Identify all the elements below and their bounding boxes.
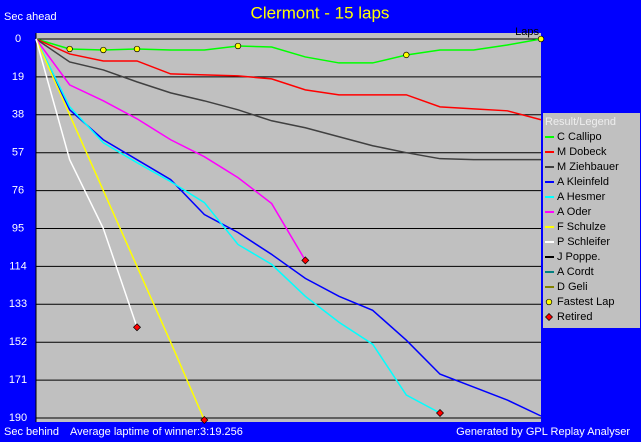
y-tick-label: 171 [9,374,27,386]
footer-left: Average laptime of winner:3:19.256 [70,426,243,438]
marker [133,45,141,53]
y-tick-label: 76 [12,185,24,197]
y-tick-label: 133 [9,298,27,310]
series-line [35,38,138,328]
x-label: Laps [515,26,539,38]
y-tick-label: 95 [12,222,24,234]
marker [66,45,73,53]
series-line [35,38,542,417]
marker [537,35,545,43]
chart-title: Clermont - 15 laps [251,3,390,22]
y-tick-label: 152 [9,336,27,348]
legend-marker [545,298,553,306]
marker [301,256,310,265]
legend-label: A Cordt [557,266,594,278]
legend-label: Retired [557,311,592,323]
series-line [35,38,542,121]
marker [133,323,141,332]
y-tick-label: 57 [12,147,24,159]
marker [234,42,242,50]
series-line [35,38,542,64]
legend-label: Fastest Lap [557,296,614,308]
legend-label: F Schulze [557,221,606,233]
legend-title: Result/Legend [545,116,616,128]
series-line [35,38,441,414]
legend-label: C Callipo [557,131,602,143]
legend-label: M Ziehbauer [557,161,619,173]
legend-label: M Dobeck [557,146,607,158]
plot-area [36,33,541,422]
y-tick-label: 19 [12,71,24,83]
series-line [35,38,541,161]
legend-label: P Schleifer [557,236,610,248]
y-label-bottom: Sec behind [4,426,59,438]
y-label-top: Sec ahead [4,11,57,23]
y-tick-label: 114 [9,260,27,272]
marker [100,46,107,54]
marker [436,409,444,418]
marker [403,51,410,59]
legend-box [543,113,640,328]
y-tick-label: 38 [12,109,24,121]
legend-label: D Geli [557,281,588,293]
legend-marker [545,313,553,321]
footer-right: Generated by GPL Replay Analyser [456,426,630,438]
legend-label: J Poppe. [557,251,600,263]
y-tick-label: 190 [9,412,27,424]
legend-label: A Oder [557,206,592,218]
legend-label: A Kleinfeld [557,176,609,188]
series-line [35,38,206,421]
marker [200,416,209,424]
y-tick-label: 0 [15,33,21,45]
series-line [35,38,306,261]
legend-label: A Hesmer [557,191,606,203]
